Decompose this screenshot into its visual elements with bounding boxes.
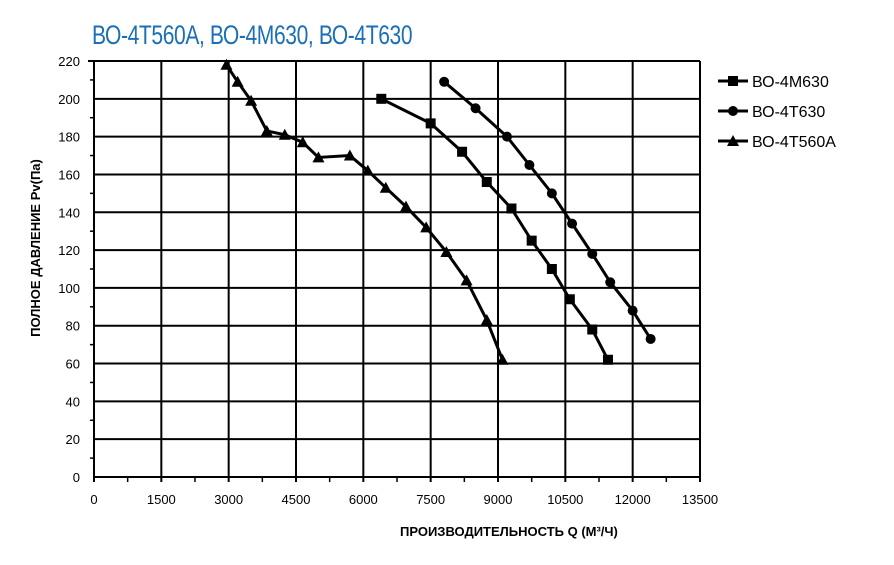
legend-marker-triangle bbox=[727, 135, 739, 146]
legend-label: ВО-4М630 bbox=[752, 74, 829, 91]
data-point-square bbox=[481, 177, 492, 188]
legend-marker-square bbox=[728, 76, 738, 86]
x-tick-label: 10500 bbox=[547, 492, 583, 507]
data-point-circle bbox=[439, 76, 450, 87]
legend-label: ВО-4Т630 bbox=[752, 104, 825, 121]
series-line-triangle bbox=[225, 63, 504, 361]
data-point-triangle bbox=[343, 149, 356, 161]
data-point-triangle bbox=[260, 124, 273, 136]
x-tick-label: 13500 bbox=[682, 492, 718, 507]
y-tick-label: 20 bbox=[66, 432, 80, 447]
x-tick-label: 6000 bbox=[349, 492, 378, 507]
y-tick-label: 80 bbox=[66, 319, 80, 334]
x-tick-label: 7500 bbox=[416, 492, 445, 507]
data-point-triangle bbox=[245, 94, 258, 106]
data-point-circle bbox=[567, 218, 578, 229]
data-point-circle bbox=[627, 305, 638, 316]
y-tick-label: 40 bbox=[66, 394, 80, 409]
x-axis-label: ПРОИЗВОДИТЕЛЬНОСТЬ Q (М³/Ч) bbox=[400, 524, 618, 539]
data-point-circle bbox=[546, 188, 557, 199]
x-tick-label: 9000 bbox=[484, 492, 513, 507]
data-point-square bbox=[526, 235, 537, 246]
y-tick-label: 200 bbox=[58, 92, 80, 107]
series-line-square bbox=[380, 97, 610, 361]
chart-title: ВО-4Т560А, ВО-4М630, ВО-4Т630 bbox=[92, 20, 413, 50]
data-point-triangle bbox=[361, 164, 374, 176]
x-tick-label: 4500 bbox=[282, 492, 311, 507]
x-tick-label: 1500 bbox=[147, 492, 176, 507]
x-tick-label: 12000 bbox=[615, 492, 651, 507]
data-point-circle bbox=[501, 131, 512, 142]
data-point-triangle bbox=[220, 58, 233, 70]
data-point-triangle bbox=[440, 245, 453, 257]
series-line-circle bbox=[443, 80, 652, 340]
data-point-square bbox=[506, 203, 517, 214]
y-tick-label: 140 bbox=[58, 205, 80, 220]
data-point-circle bbox=[605, 277, 616, 288]
data-point-square bbox=[564, 294, 575, 305]
legend-label: ВО-4Т560А bbox=[752, 134, 836, 151]
data-point-square bbox=[546, 264, 557, 274]
data-point-circle bbox=[470, 103, 481, 114]
data-point-triangle bbox=[420, 221, 433, 233]
data-point-square bbox=[457, 146, 468, 157]
data-point-square bbox=[587, 324, 598, 335]
data-point-triangle bbox=[278, 128, 291, 140]
x-tick-label: 3000 bbox=[214, 492, 243, 507]
y-tick-label: 60 bbox=[66, 357, 80, 372]
y-tick-label: 120 bbox=[58, 243, 80, 258]
data-point-triangle bbox=[296, 136, 309, 148]
data-point-square bbox=[602, 354, 613, 365]
data-point-triangle bbox=[496, 353, 509, 365]
y-tick-label: 160 bbox=[58, 167, 80, 182]
x-tick-label: 0 bbox=[90, 492, 97, 507]
data-point-circle bbox=[524, 160, 535, 170]
data-point-triangle bbox=[480, 314, 493, 326]
data-point-triangle bbox=[379, 181, 392, 193]
data-point-circle bbox=[587, 248, 598, 259]
data-point-square bbox=[376, 93, 387, 104]
y-tick-label: 100 bbox=[58, 281, 80, 296]
data-point-square bbox=[425, 118, 436, 129]
data-point-triangle bbox=[231, 75, 244, 87]
data-point-circle bbox=[645, 333, 656, 344]
data-point-triangle bbox=[312, 151, 325, 163]
legend-marker-circle bbox=[728, 106, 738, 116]
y-tick-label: 220 bbox=[58, 54, 80, 69]
y-tick-label: 180 bbox=[58, 130, 80, 145]
y-axis-label: ПОЛНОЕ ДАВЛЕНИЕ Pv(Па) bbox=[28, 159, 43, 337]
data-point-triangle bbox=[399, 200, 412, 212]
data-point-triangle bbox=[460, 274, 473, 286]
y-tick-label: 0 bbox=[73, 470, 80, 485]
